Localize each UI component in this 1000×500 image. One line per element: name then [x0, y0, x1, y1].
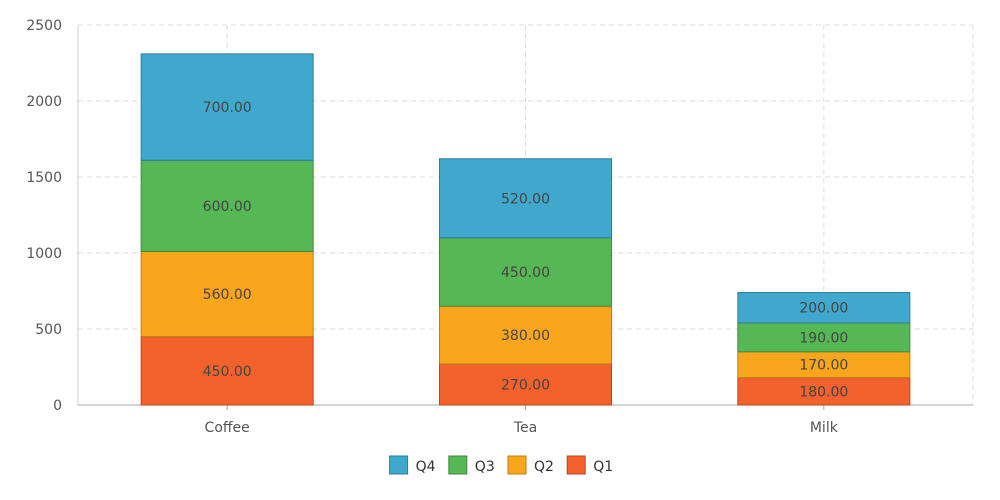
y-axis: 0 500 1000 1500 2000 2500	[26, 18, 79, 414]
legend-item[interactable]: Q4	[389, 455, 436, 475]
bar-segment[interactable]	[737, 292, 911, 324]
y-tick-label: 1500	[26, 170, 62, 186]
legend-item[interactable]: Q2	[507, 455, 554, 475]
x-axis: Coffee Tea Milk	[78, 404, 973, 436]
data-label: 520.00	[501, 191, 550, 207]
data-labels: 450.00 560.00 600.00 700.00 270.00 380.00 450.…	[203, 100, 849, 400]
data-label: 700.00	[203, 100, 252, 116]
data-label: 450.00	[203, 364, 252, 380]
legend-swatch	[389, 455, 409, 475]
data-label: 200.00	[799, 301, 848, 317]
data-label: 600.00	[203, 199, 252, 215]
x-tick-label: Coffee	[205, 420, 250, 436]
legend: Q4 Q3 Q2 Q1	[389, 455, 613, 475]
legend-swatch	[448, 455, 468, 475]
data-label: 450.00	[501, 265, 550, 281]
legend-item[interactable]: Q3	[448, 455, 495, 475]
data-label: 170.00	[799, 358, 848, 374]
bars	[140, 53, 911, 406]
bar-segment[interactable]	[140, 336, 314, 406]
legend-swatch	[566, 455, 586, 475]
y-tick-label: 1000	[26, 246, 62, 262]
bar-segment[interactable]	[140, 53, 314, 161]
bar-segment[interactable]	[140, 159, 314, 252]
legend-label: Q2	[534, 459, 554, 475]
bar-segment[interactable]	[439, 363, 612, 406]
bar-segment[interactable]	[737, 377, 911, 406]
legend-label: Q3	[475, 459, 495, 475]
bar-segment[interactable]	[439, 158, 612, 239]
legend-swatch	[507, 455, 527, 475]
data-label: 180.00	[799, 384, 848, 400]
legend-item[interactable]: Q1	[566, 455, 613, 475]
legend-label: Q1	[593, 459, 613, 475]
data-label: 270.00	[501, 377, 550, 393]
x-tick-label: Milk	[810, 420, 839, 436]
x-tick-label: Tea	[513, 420, 537, 436]
y-tick-label: 0	[53, 398, 62, 414]
y-tick-label: 2000	[26, 94, 62, 110]
y-tick-label: 500	[35, 322, 62, 338]
bar-segment[interactable]	[140, 250, 314, 338]
bar-segment[interactable]	[737, 351, 911, 379]
legend-label: Q4	[416, 459, 436, 475]
y-tick-label: 2500	[26, 18, 62, 34]
data-label: 560.00	[203, 287, 252, 303]
data-label: 380.00	[501, 328, 550, 344]
data-label: 190.00	[799, 330, 848, 346]
bar-segment[interactable]	[439, 305, 612, 365]
